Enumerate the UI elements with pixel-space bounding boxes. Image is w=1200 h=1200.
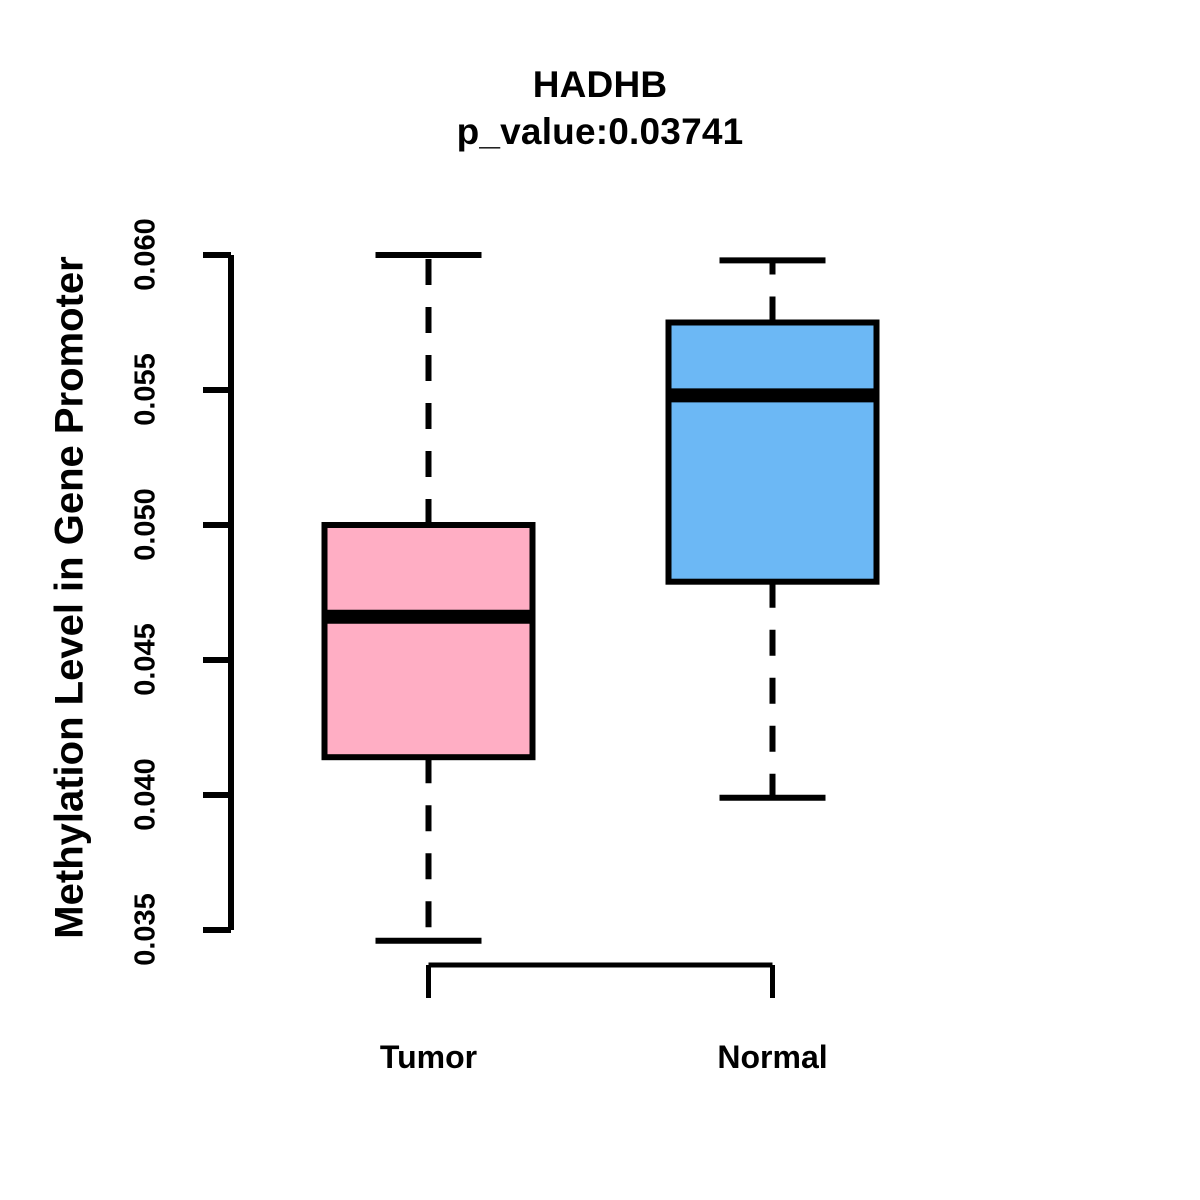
- x-axis-tick-label-tumor: Tumor: [379, 1039, 478, 1075]
- box-rect: [321, 522, 536, 761]
- box-normal: [665, 257, 880, 801]
- box-rect: [665, 319, 880, 585]
- y-axis: [203, 252, 234, 933]
- box-series: [321, 252, 880, 944]
- box-tumor: [321, 252, 536, 944]
- x-axis-tick-label-normal: Normal: [717, 1039, 828, 1075]
- x-axis: [426, 962, 775, 998]
